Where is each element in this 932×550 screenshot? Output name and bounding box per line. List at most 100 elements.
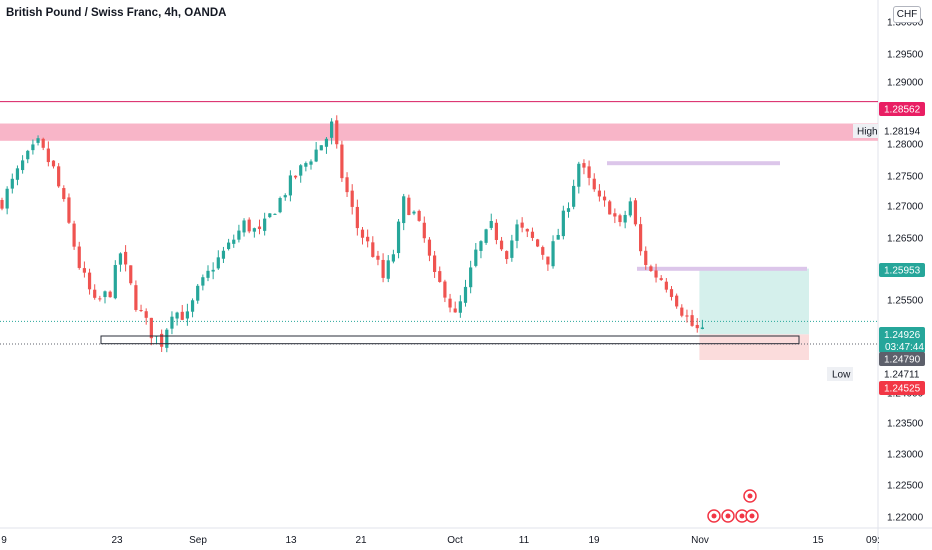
candle-body (319, 145, 323, 151)
candle-body (371, 242, 375, 257)
candle-body (530, 231, 535, 238)
candle-body (144, 311, 148, 318)
candle-body (5, 188, 9, 209)
candle-body (489, 220, 493, 228)
candle-body (108, 291, 112, 298)
event-flag-icon-3-dot (725, 513, 731, 519)
x-tick-label: 11 (519, 535, 530, 546)
candle-body (0, 199, 4, 209)
candle-body (237, 230, 241, 240)
candle-body (216, 257, 220, 269)
candle-body (505, 251, 509, 260)
y-tick-label: 1.23000 (887, 450, 924, 461)
support-tag-bg (879, 352, 925, 366)
chart-title: British Pound / Swiss Franc, 4h, OANDA (6, 7, 227, 19)
candle-body (31, 144, 35, 151)
candle-body (366, 236, 370, 242)
candle-body (479, 241, 483, 251)
candle-body (41, 138, 45, 148)
candle-body (412, 211, 416, 214)
current-price-text: 1.24926 (884, 330, 921, 341)
candle-body (160, 333, 164, 347)
candle-body (520, 222, 524, 228)
candle-body (330, 121, 334, 138)
y-tick-label: 1.26500 (887, 234, 924, 245)
candle-body (165, 329, 169, 348)
y-tick-label: 1.22500 (887, 481, 924, 492)
candle-body (293, 175, 298, 178)
candle-body (608, 201, 612, 215)
candle-body (340, 144, 344, 179)
candle-body (345, 177, 349, 193)
candle-body (170, 316, 174, 329)
candle-body (438, 271, 442, 282)
candle-body (551, 241, 555, 267)
candle-body (139, 310, 143, 312)
candle-body (103, 291, 107, 298)
candle-body (221, 250, 226, 259)
candle-body (36, 138, 40, 143)
x-tick-label: 09: (866, 535, 880, 546)
candle-body (417, 210, 421, 221)
level-line-upper (607, 161, 780, 166)
candle-body (546, 256, 550, 265)
candle-body (644, 250, 648, 265)
candle-body (15, 168, 20, 180)
high-value: 1.28194 (884, 127, 921, 138)
candle-body (77, 246, 81, 268)
candle-body (309, 161, 313, 165)
candle-body (62, 188, 66, 200)
candle-body (443, 281, 447, 298)
x-tick-label: 23 (111, 535, 123, 546)
candle-body (639, 224, 643, 252)
candle-body (242, 220, 246, 233)
candle-body (669, 289, 674, 297)
currency-button[interactable]: CHF (893, 6, 921, 23)
candle-body (360, 229, 365, 238)
candle-body (628, 201, 632, 216)
candle-body (113, 265, 117, 299)
candle-body (659, 278, 663, 280)
candle-body (463, 286, 468, 303)
candle-body (407, 197, 411, 216)
candle-body (474, 249, 478, 266)
candle-body (597, 190, 601, 197)
candle-body (695, 324, 699, 329)
low-label-bg (827, 367, 853, 381)
candle-body (690, 315, 694, 326)
candle-body (175, 312, 179, 319)
candle-body (335, 120, 339, 145)
candle-body (196, 285, 200, 301)
candle-body (227, 242, 231, 250)
candle-body (572, 185, 576, 207)
y-tick-label: 1.29000 (887, 78, 924, 89)
y-tick-label: 1.27500 (887, 172, 924, 183)
candle-body (664, 281, 668, 290)
candle-body (613, 213, 617, 217)
candle-body (396, 221, 401, 254)
candle-body (314, 149, 318, 162)
candle-body (304, 163, 308, 167)
low-label: Low (832, 370, 851, 381)
high-label-bg (853, 124, 879, 138)
low-value: 1.24711 (884, 370, 920, 381)
candle-body (51, 160, 56, 167)
candle-body (525, 228, 529, 232)
candle-body (206, 270, 210, 278)
candle-body (381, 259, 385, 278)
candle-body (252, 228, 256, 232)
stop-tag-bg (879, 381, 925, 395)
candle-body (283, 195, 287, 198)
candle-body (515, 224, 519, 241)
candle-body (190, 300, 195, 312)
event-flag-icon-4-dot (739, 513, 745, 519)
candle-body (26, 150, 30, 160)
candle-body (93, 289, 97, 298)
stop-zone (699, 334, 809, 360)
x-tick-label: Sep (189, 535, 207, 546)
target-zone (699, 268, 809, 335)
x-tick-label: 9 (1, 535, 7, 546)
candle-body (288, 175, 292, 196)
